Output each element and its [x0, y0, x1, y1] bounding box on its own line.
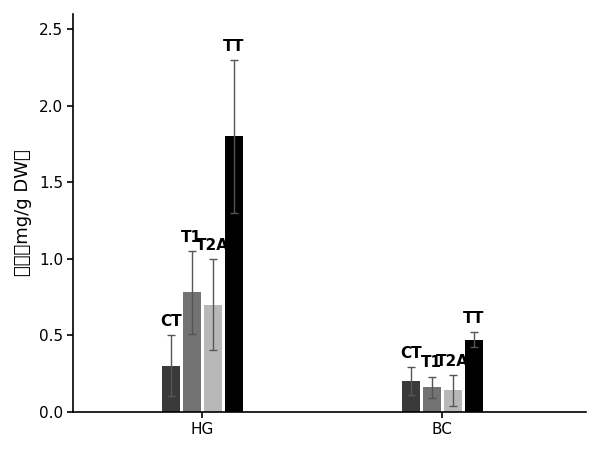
Bar	[402, 381, 419, 412]
Y-axis label: 含量（mg/g DW）: 含量（mg/g DW）	[14, 149, 32, 276]
Bar	[183, 292, 201, 412]
Text: T1: T1	[181, 230, 202, 245]
Bar	[464, 340, 482, 412]
Bar	[422, 387, 440, 412]
Text: T1: T1	[421, 355, 442, 370]
Bar	[443, 390, 461, 412]
Text: T2A: T2A	[196, 238, 229, 253]
Text: CT: CT	[400, 346, 422, 361]
Text: CT: CT	[160, 314, 182, 329]
Text: TT: TT	[463, 311, 484, 326]
Text: TT: TT	[223, 39, 244, 54]
Bar	[225, 136, 243, 412]
Text: T2A: T2A	[436, 354, 469, 369]
Bar	[162, 366, 180, 412]
Bar	[204, 304, 222, 412]
